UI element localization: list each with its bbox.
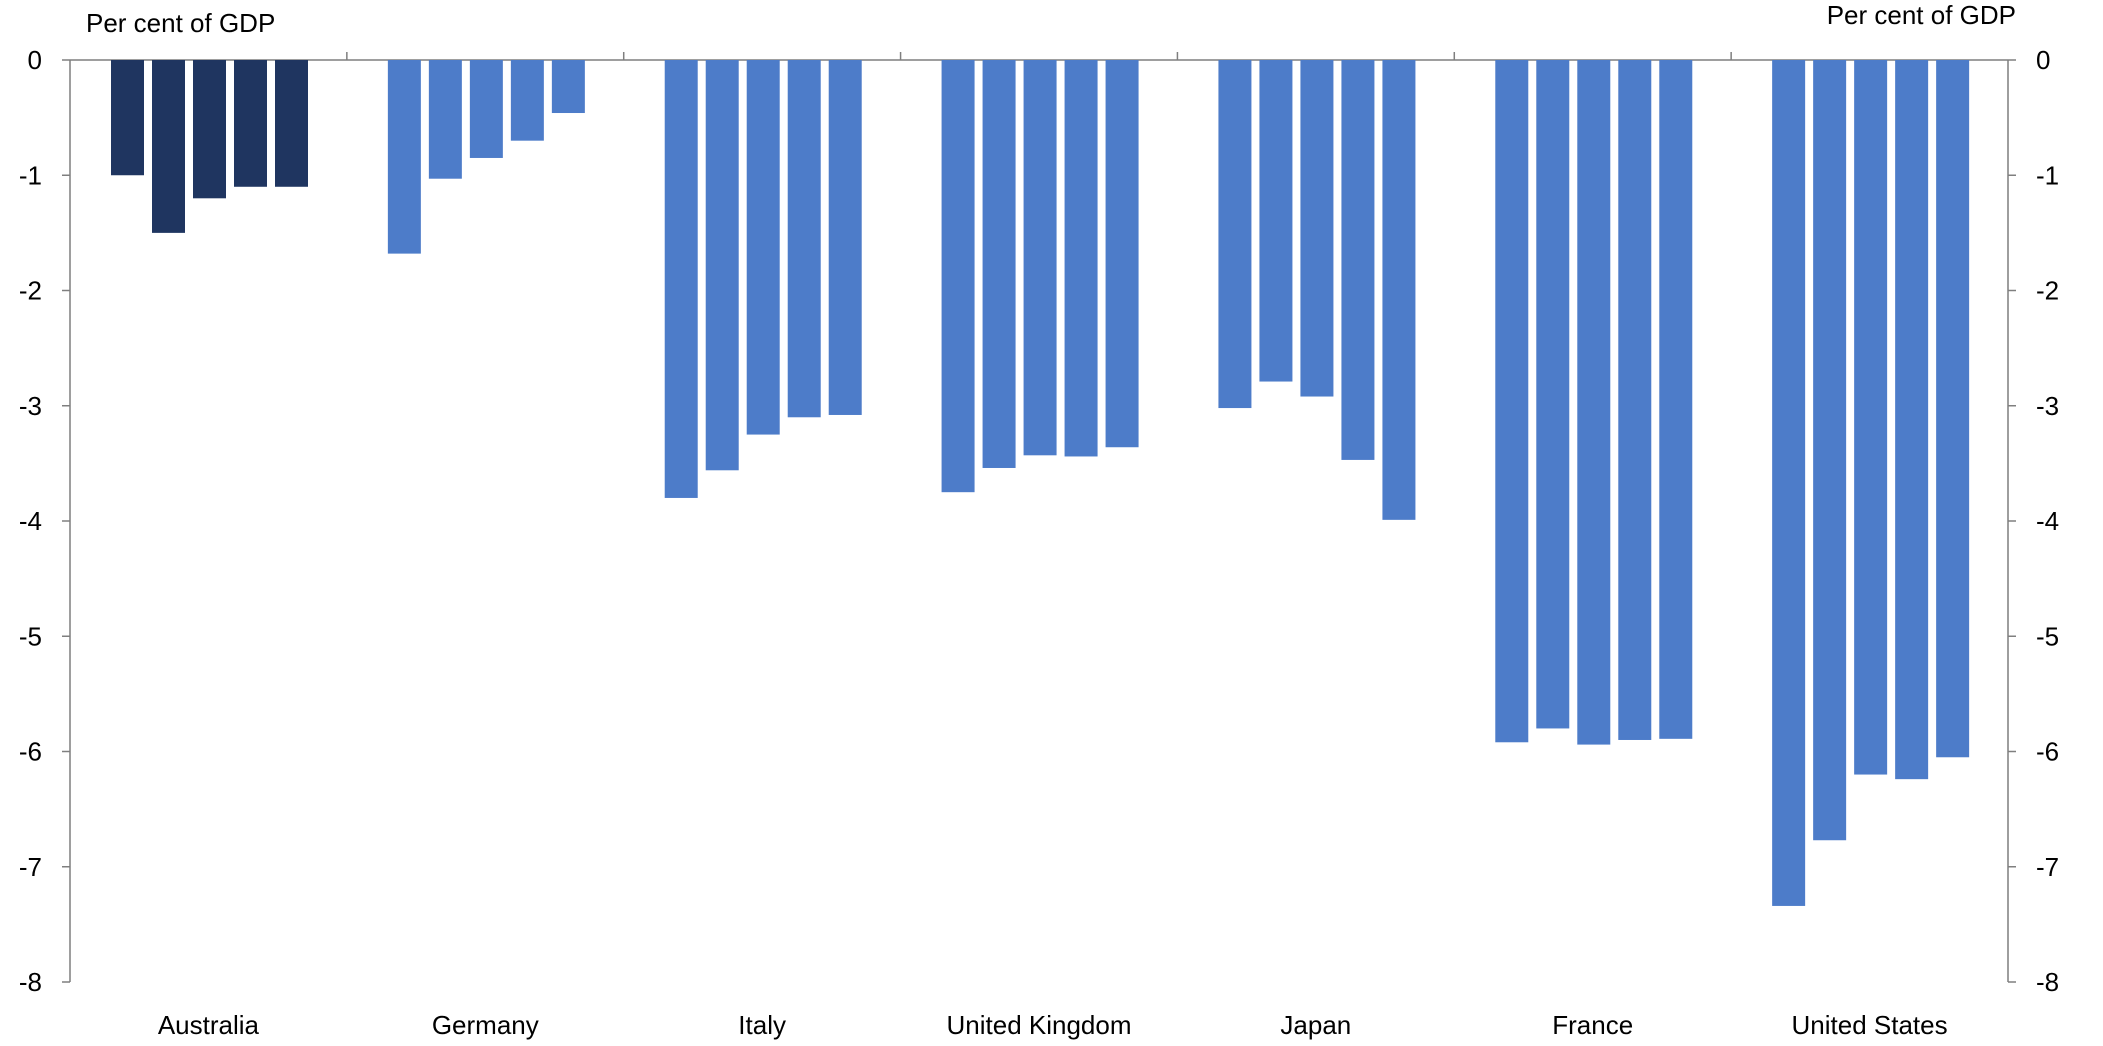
- y-tick-label-left: -4: [19, 506, 42, 536]
- y-tick-label-left: -5: [19, 621, 42, 651]
- y-tick-label-left: -6: [19, 737, 42, 767]
- bar: [828, 60, 862, 415]
- y-tick-label-right: -8: [2036, 967, 2059, 997]
- bar: [152, 60, 185, 233]
- bar: [705, 60, 739, 471]
- y-tick-label-left: -3: [19, 391, 42, 421]
- category-label: Japan: [1280, 1010, 1351, 1040]
- bar: [1659, 60, 1693, 739]
- bar: [1259, 60, 1293, 382]
- bar: [746, 60, 780, 435]
- y-tick-label-right: -6: [2036, 737, 2059, 767]
- category-labels: Australia Germany Italy United Kingdom Japan…: [158, 1010, 1948, 1040]
- y-tick-label-right: -5: [2036, 621, 2059, 651]
- bar: [941, 60, 975, 493]
- category-label: United Kingdom: [947, 1010, 1132, 1040]
- bar: [1536, 60, 1570, 729]
- y-tick-label-left: -2: [19, 276, 42, 306]
- y-tick-label-left: -7: [19, 852, 42, 882]
- bar: [469, 60, 503, 158]
- bar: [1382, 60, 1416, 520]
- category-label: Australia: [158, 1010, 260, 1040]
- bar: [510, 60, 544, 141]
- bar: [982, 60, 1016, 468]
- bar: [1300, 60, 1334, 397]
- bar: [1813, 60, 1847, 841]
- y-tick-label-right: -4: [2036, 506, 2059, 536]
- bar: [551, 60, 585, 114]
- bar: [1064, 60, 1098, 457]
- category-label: France: [1552, 1010, 1633, 1040]
- y-tick-label-left: -8: [19, 967, 42, 997]
- y-tick-label-right: -1: [2036, 160, 2059, 190]
- y-tick-label-left: 0: [28, 45, 42, 75]
- y-tick-label-right: 0: [2036, 45, 2050, 75]
- bar: [1895, 60, 1929, 780]
- bar: [1495, 60, 1529, 743]
- bar: [1618, 60, 1652, 740]
- bar: [428, 60, 462, 179]
- y-tick-label-right: -3: [2036, 391, 2059, 421]
- bar: [234, 60, 267, 187]
- y-axis-label-right: Per cent of GDP: [1827, 0, 2016, 30]
- category-label: Italy: [738, 1010, 786, 1040]
- y-tick-label-right: -2: [2036, 276, 2059, 306]
- bar: [111, 60, 144, 176]
- bar: [1023, 60, 1057, 456]
- bar: [664, 60, 698, 498]
- y-tick-label-left: -1: [19, 160, 42, 190]
- category-label: Germany: [432, 1010, 539, 1040]
- bar: [275, 60, 308, 187]
- y-axis-label-left: Per cent of GDP: [86, 8, 275, 38]
- bar: [1105, 60, 1139, 448]
- y-tick-label-right: -7: [2036, 852, 2059, 882]
- bar: [1577, 60, 1611, 745]
- bars: [111, 60, 1970, 906]
- bar: [193, 60, 226, 199]
- bar: [387, 60, 421, 254]
- bar: [787, 60, 821, 418]
- bar: [1772, 60, 1806, 906]
- category-label: United States: [1792, 1010, 1948, 1040]
- bar: [1936, 60, 1970, 758]
- bar: [1218, 60, 1252, 409]
- bar: [1854, 60, 1888, 775]
- bar: [1341, 60, 1375, 460]
